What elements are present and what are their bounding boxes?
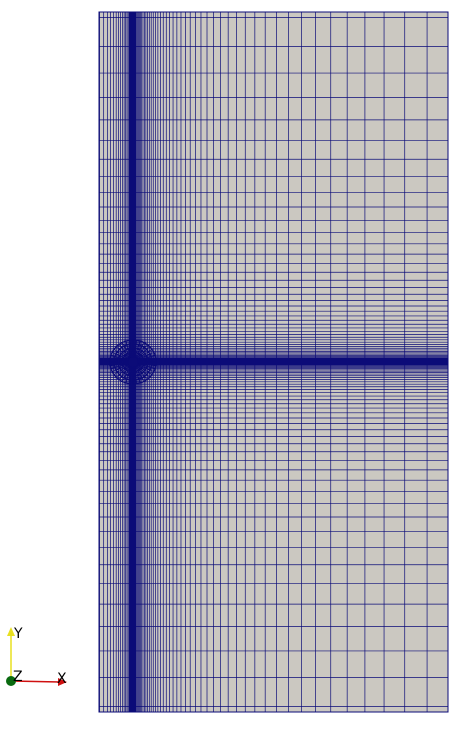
mesh: [98, 11, 449, 713]
mesh-ring: [113, 343, 153, 381]
y-axis-label: Y: [13, 626, 23, 642]
axes-triad: Y Z X: [6, 626, 67, 687]
mesh-ring: [117, 347, 149, 377]
mesh-ring: [126, 355, 140, 369]
mesh-ring: [121, 351, 145, 373]
z-axis-dot: [6, 676, 16, 686]
x-axis-label: X: [57, 671, 67, 687]
mesh-ring: [109, 339, 157, 385]
mesh-hole: [128, 357, 138, 367]
x-axis-arrow: [10, 680, 61, 683]
mesh-core: [99, 358, 448, 365]
y-arrow-head: [7, 627, 15, 636]
x-arrow-head: [58, 678, 67, 686]
z-axis-label: Z: [13, 669, 23, 685]
